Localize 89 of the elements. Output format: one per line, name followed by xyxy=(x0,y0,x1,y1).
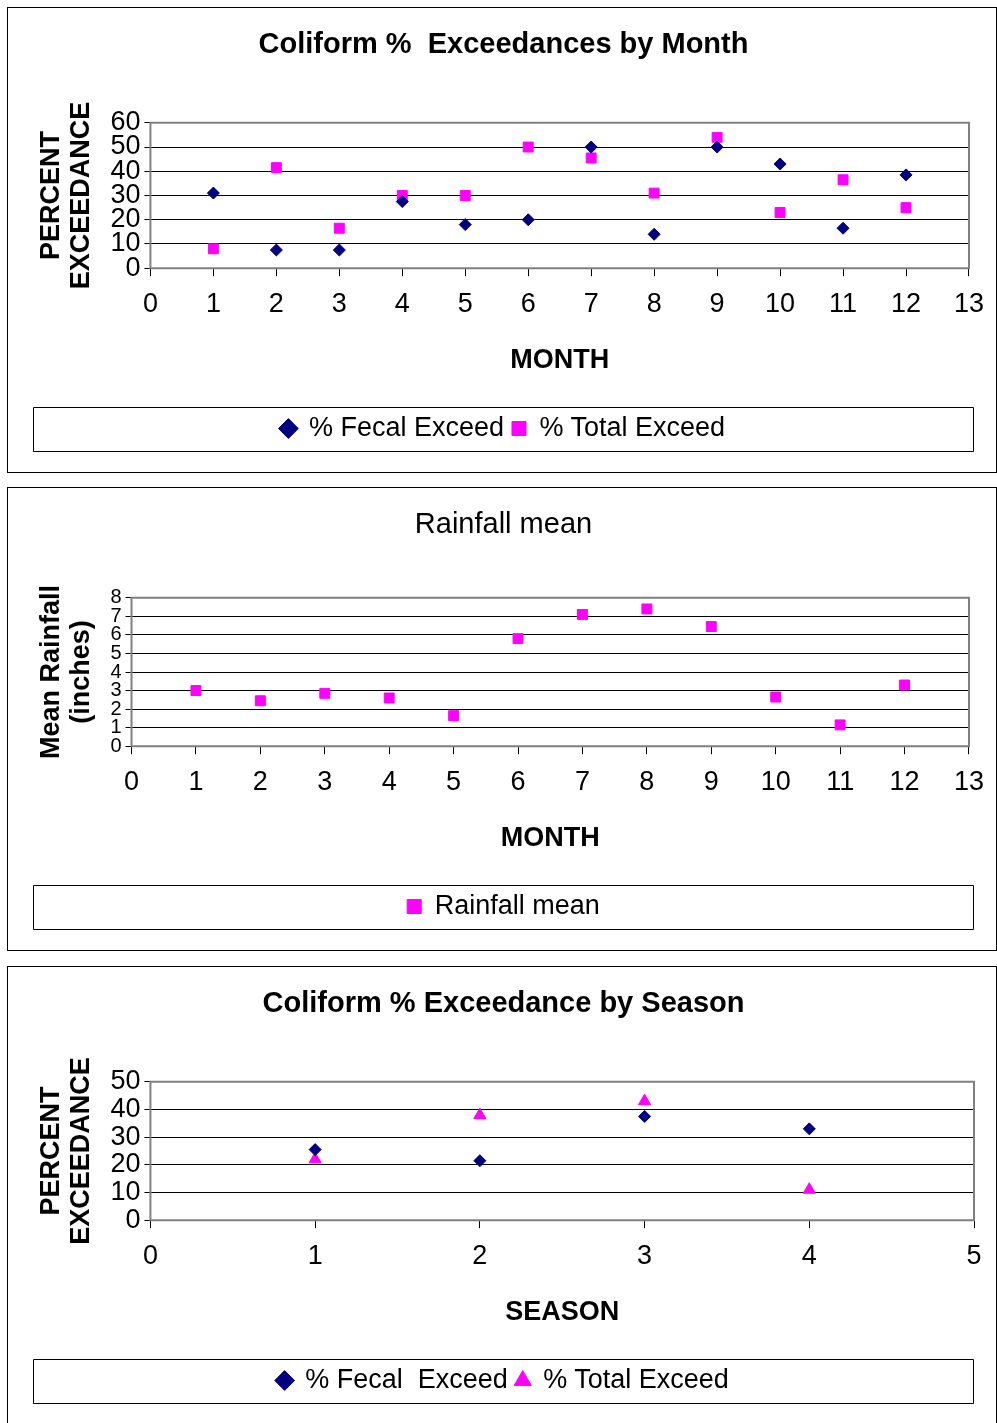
point xyxy=(512,633,524,645)
x-tick-label: 2 xyxy=(252,765,268,796)
point xyxy=(521,213,535,227)
point xyxy=(448,710,460,722)
point xyxy=(705,621,717,632)
x-tick-label: 1 xyxy=(307,1239,323,1270)
legend-label: % Total Exceed xyxy=(543,1363,729,1394)
x-tick-label: 5 xyxy=(446,765,462,796)
point xyxy=(269,243,283,257)
x-tick-label: 13 xyxy=(953,765,985,796)
point xyxy=(710,140,724,154)
point xyxy=(332,243,346,257)
x-axis-title: MONTH xyxy=(500,822,600,853)
point xyxy=(802,1122,816,1136)
y-tick-label: 30 xyxy=(110,1120,141,1151)
x-tick-label: 3 xyxy=(637,1239,653,1270)
y-axis-title: Mean Rainfall (inches) xyxy=(35,584,95,760)
point xyxy=(711,131,723,143)
x-tick-label: 13 xyxy=(953,287,985,318)
x-tick-label: 4 xyxy=(801,1239,817,1270)
x-axis-title: MONTH xyxy=(510,344,610,375)
point xyxy=(638,1109,652,1123)
point xyxy=(458,218,472,232)
point xyxy=(900,202,912,214)
x-tick-label: 3 xyxy=(331,287,347,318)
x-tick-label: 6 xyxy=(520,287,536,318)
x-tick-label: 2 xyxy=(472,1239,488,1270)
x-tick-label: 9 xyxy=(709,287,725,318)
x-tick-label: 1 xyxy=(188,765,204,796)
x-tick-label: 7 xyxy=(574,765,590,796)
point xyxy=(836,221,850,235)
point xyxy=(190,685,202,696)
point xyxy=(254,695,266,707)
x-tick-label: 12 xyxy=(889,765,920,796)
legend-label: Rainfall mean xyxy=(434,889,600,920)
legend-label: % Total Exceed xyxy=(539,411,726,442)
point xyxy=(584,140,598,154)
point xyxy=(206,186,220,200)
point xyxy=(270,162,282,174)
point xyxy=(648,187,660,199)
point xyxy=(774,207,786,218)
x-tick-label: 7 xyxy=(583,287,599,318)
x-tick-label: 2 xyxy=(268,287,284,318)
x-tick-label: 9 xyxy=(703,765,719,796)
x-tick-label: 8 xyxy=(646,287,662,318)
point xyxy=(837,174,849,186)
x-tick-label: 5 xyxy=(966,1239,982,1270)
x-tick-label: 6 xyxy=(510,765,526,796)
x-tick-label: 11 xyxy=(829,287,858,318)
point xyxy=(577,609,588,620)
x-tick-label: 1 xyxy=(205,287,221,318)
point xyxy=(899,679,911,691)
y-tick-label: 0 xyxy=(125,1203,141,1234)
x-tick-label: 12 xyxy=(890,287,922,318)
point xyxy=(773,157,787,171)
point xyxy=(473,1154,487,1168)
point xyxy=(308,1143,322,1157)
x-tick-label: 4 xyxy=(381,765,397,796)
point xyxy=(473,1107,487,1120)
x-tick-label: 10 xyxy=(760,765,791,796)
chart-title: Rainfall mean xyxy=(414,507,593,540)
x-tick-label: 5 xyxy=(457,287,473,318)
point xyxy=(647,227,661,241)
x-tick-label: 4 xyxy=(394,287,410,318)
point xyxy=(585,152,597,164)
x-tick-label: 11 xyxy=(826,765,855,796)
x-tick-label: 8 xyxy=(639,765,655,796)
point xyxy=(333,222,345,234)
y-axis-title: PERCENT EXCEEDANCE xyxy=(35,101,95,290)
x-tick-label: 10 xyxy=(765,287,796,318)
x-tick-label: 3 xyxy=(317,765,333,796)
point xyxy=(207,243,219,255)
chart-title: Coliform % Exceedance by Season xyxy=(262,986,745,1019)
point xyxy=(802,1182,816,1194)
legend-label: % Fecal Exceed xyxy=(308,411,504,442)
x-axis-title: SEASON xyxy=(505,1296,620,1327)
point xyxy=(770,691,782,703)
point xyxy=(395,195,409,209)
legend-label: % Fecal Exceed xyxy=(305,1363,508,1394)
point xyxy=(641,603,653,615)
point xyxy=(319,687,331,699)
point xyxy=(638,1093,652,1106)
chart-title: Coliform % Exceedances by Month xyxy=(258,27,749,60)
point xyxy=(383,692,395,704)
y-axis-title: PERCENT EXCEEDANCE xyxy=(35,1057,95,1245)
point xyxy=(459,190,471,201)
point xyxy=(834,719,846,731)
point xyxy=(899,168,913,182)
point xyxy=(522,141,534,153)
